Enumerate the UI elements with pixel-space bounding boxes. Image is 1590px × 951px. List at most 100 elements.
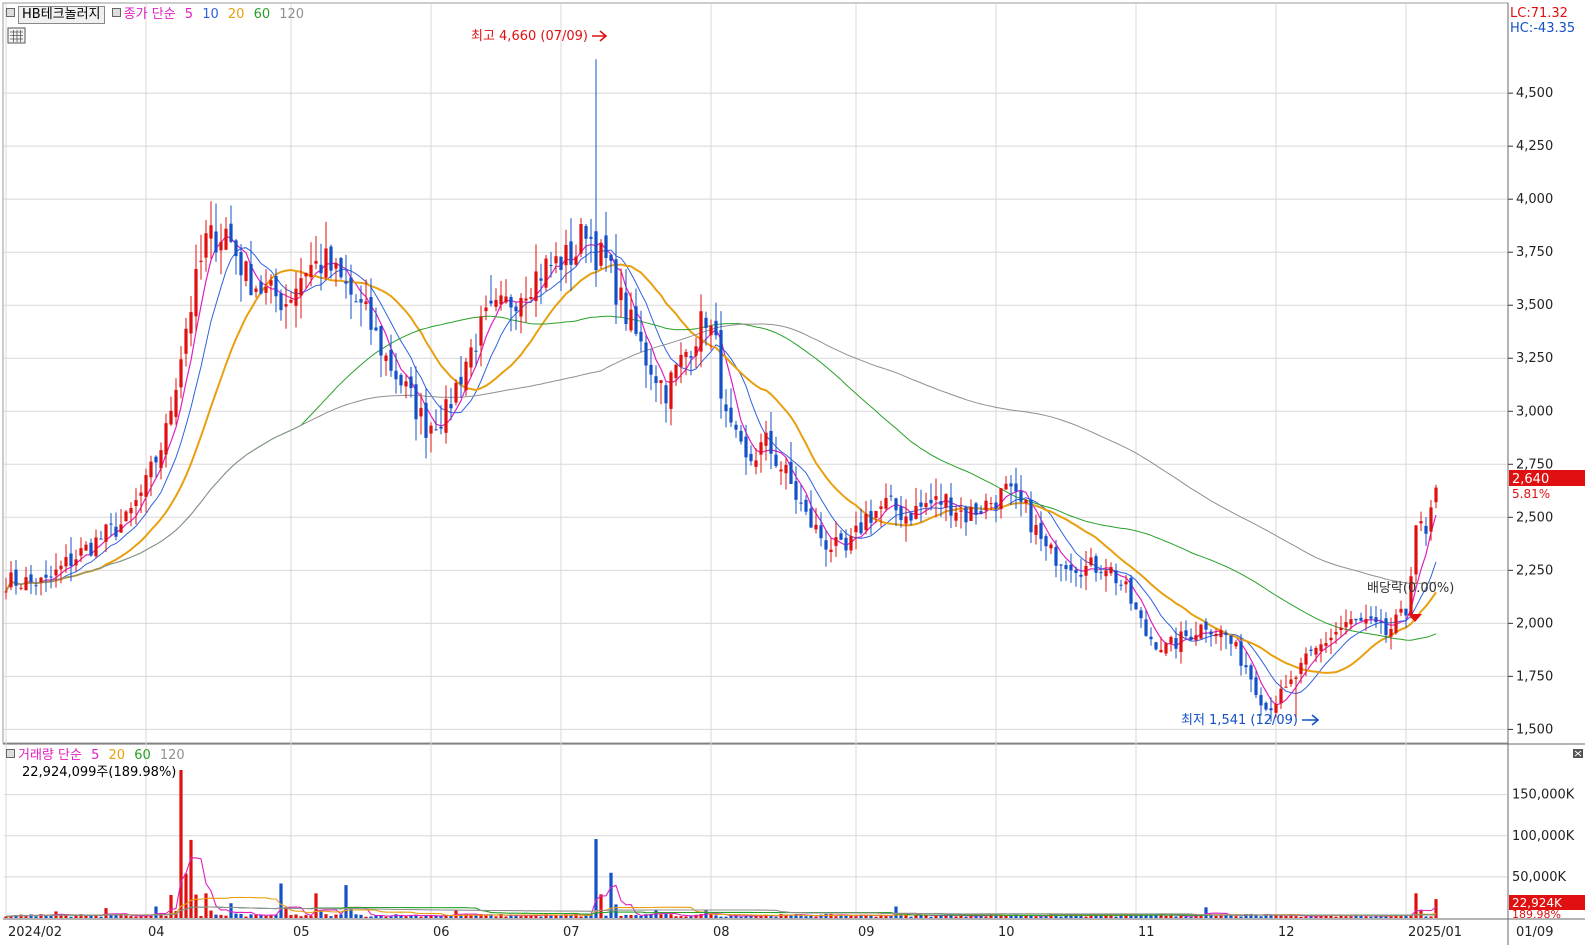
candle-body	[94, 537, 98, 557]
volume-bar	[334, 914, 338, 918]
candle-body	[414, 384, 418, 420]
candle-body	[519, 297, 523, 317]
stock-name-tag[interactable]: HB테크놀러지	[18, 6, 105, 24]
candle-body	[139, 492, 143, 496]
volume-bar	[339, 914, 343, 918]
current-volume-badge	[1509, 895, 1585, 910]
candle-body	[244, 261, 248, 281]
volume-bar	[1074, 914, 1078, 918]
volume-bar	[679, 916, 683, 918]
volume-bar	[854, 916, 858, 918]
candle-body	[949, 497, 953, 516]
volume-bar	[394, 914, 398, 918]
candle-body	[9, 572, 13, 588]
volume-bar	[379, 915, 383, 918]
volume-bar	[524, 915, 528, 918]
volume-bar	[1324, 914, 1328, 918]
candle-body	[339, 258, 343, 278]
candle-body	[814, 524, 818, 530]
volume-bar	[309, 915, 313, 918]
candle-body	[1424, 525, 1428, 534]
volume-bar	[1019, 915, 1023, 918]
volume-bar	[314, 893, 318, 918]
grid-lines	[4, 4, 1507, 918]
candle-body	[459, 376, 463, 385]
candle-body	[39, 577, 43, 583]
volume-bar	[994, 915, 998, 918]
volume-bar	[169, 894, 173, 918]
candle-body	[1314, 648, 1318, 655]
candle-body	[1319, 644, 1323, 652]
candle-body	[1059, 564, 1063, 566]
volume-bar	[1029, 915, 1033, 918]
candle-body	[1274, 703, 1278, 713]
candle-body	[984, 500, 988, 511]
volume-bar	[599, 894, 603, 918]
candle-body	[1434, 487, 1438, 503]
price-ma-label[interactable]: 종가 단순	[123, 7, 176, 22]
volume-bar	[369, 916, 373, 918]
candle-body	[1169, 637, 1173, 644]
volume-bar	[1424, 916, 1428, 918]
candle-body	[574, 256, 578, 265]
volume-bar	[1244, 913, 1248, 918]
volume-bar	[959, 915, 963, 918]
x-tick-label: 07	[563, 925, 580, 940]
candle-body	[1119, 584, 1123, 586]
candle-body	[889, 495, 893, 497]
volume-bar	[749, 915, 753, 918]
candle-body	[154, 456, 158, 463]
volume-bar	[814, 916, 818, 918]
volume-tick-label: 100,000K	[1512, 829, 1575, 844]
volume-bar	[494, 916, 498, 918]
candle-body	[1364, 618, 1368, 624]
candle-body	[374, 327, 378, 331]
candle-body	[864, 513, 868, 531]
candle-body	[879, 506, 883, 509]
volume-bar	[914, 914, 918, 918]
candle-body	[1294, 677, 1298, 679]
volume-bar	[289, 915, 293, 918]
candle-body	[489, 300, 493, 304]
volume-bar	[1249, 913, 1253, 918]
candle-body	[424, 402, 428, 438]
volume-bar	[1269, 915, 1273, 918]
candle-body	[679, 354, 683, 367]
candle-body	[384, 355, 388, 361]
candle-body	[659, 380, 663, 384]
ex-dividend-annotation: 배당락(0.00%)	[1367, 581, 1454, 596]
candle-body	[824, 540, 828, 550]
volume-bar	[714, 915, 718, 918]
candle-body	[1164, 643, 1168, 654]
volume-label[interactable]: 거래량 단순	[18, 748, 82, 763]
volume-bar	[689, 915, 693, 918]
candle-body	[1254, 677, 1258, 696]
volume-bar	[429, 916, 433, 918]
candle-body	[1004, 483, 1008, 490]
candle-body	[419, 408, 423, 417]
candle-body	[539, 278, 543, 281]
candle-body	[1304, 653, 1308, 665]
ma60-period: 60	[253, 7, 271, 22]
candle-body	[254, 288, 258, 292]
candle-body	[44, 574, 48, 578]
volume-bar	[1129, 915, 1133, 918]
candle-body	[1204, 621, 1208, 630]
candle-body	[799, 502, 803, 504]
candle-body	[1069, 564, 1073, 571]
candle-body	[904, 516, 908, 524]
candle-body	[669, 372, 673, 409]
volume-bar	[1174, 916, 1178, 918]
candle-body	[1344, 622, 1348, 628]
legend-square-icon	[6, 8, 15, 17]
volume-bar	[999, 915, 1003, 918]
volume-bar	[734, 915, 738, 918]
volume-bar	[909, 916, 913, 918]
candle-body	[809, 508, 813, 528]
volume-bar	[1124, 914, 1128, 918]
volume-bar	[764, 914, 768, 918]
candle-body	[1374, 617, 1378, 623]
candle-body	[259, 281, 263, 294]
candle-body	[114, 526, 118, 537]
volume-bar	[1114, 916, 1118, 918]
